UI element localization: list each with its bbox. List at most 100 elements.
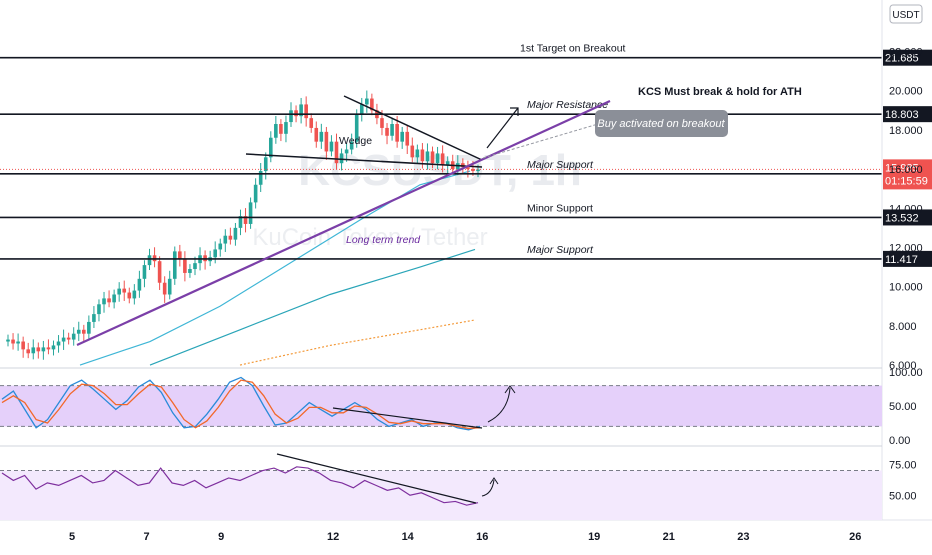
candle-body <box>380 118 384 128</box>
candle-body <box>263 157 268 172</box>
candle-body <box>142 265 147 279</box>
level-price-text: 21.685 <box>885 53 919 65</box>
candle-body <box>117 288 121 295</box>
candle-body <box>405 131 410 146</box>
candle-body <box>274 124 278 138</box>
stoch-arrow-head <box>504 385 516 394</box>
ma-long-line <box>239 319 476 366</box>
candle-body <box>445 161 450 166</box>
candle-body <box>253 184 258 203</box>
candle-body <box>127 292 132 299</box>
candle-body <box>334 141 339 164</box>
stoch-band <box>0 385 882 427</box>
candle-body <box>26 349 31 354</box>
price-tick-label: 16.000 <box>889 164 923 176</box>
candles <box>6 90 480 360</box>
candle-body <box>314 127 319 142</box>
rsi-line <box>1 466 479 506</box>
moving-averages <box>79 170 476 366</box>
candle-body <box>183 259 187 273</box>
candle-body <box>243 216 248 224</box>
ath-note: KCS Must break & hold for ATH <box>638 86 802 98</box>
candle-body <box>284 122 288 134</box>
rsi-arrow-head <box>489 477 499 485</box>
candle-body <box>294 110 298 117</box>
current-price-text: 15.985 <box>885 162 919 174</box>
candle-body <box>258 171 263 185</box>
current-price-tag <box>883 159 932 190</box>
price-tick-label: 12.000 <box>889 242 923 254</box>
ma-slow-line <box>149 248 476 366</box>
candle-body <box>21 341 25 350</box>
level-price-tag <box>883 106 932 123</box>
candle-body <box>147 255 152 266</box>
candle-body <box>461 163 465 168</box>
stoch-k-line <box>1 376 481 431</box>
candle-body <box>410 145 415 158</box>
candle-body <box>385 127 389 136</box>
callout-text: Buy activated on breakout <box>597 118 725 130</box>
drawings: Buy activated on breakout <box>76 95 728 347</box>
candle-body <box>339 153 344 164</box>
time-tick-label: 5 <box>69 531 75 543</box>
candle-body <box>329 141 334 152</box>
candle-body <box>188 269 192 273</box>
candle-body <box>365 98 369 105</box>
level-label: Major Support <box>527 159 594 171</box>
candle-body <box>354 114 359 142</box>
currency-label: USDT <box>892 10 919 21</box>
horizontal-levels: 1st Target on Breakout 21.685 Major Resist… <box>0 43 932 267</box>
stoch-trendline <box>332 407 483 429</box>
rsi-tick-label: 75.00 <box>889 459 917 471</box>
price-tick-label: 6.000 <box>889 360 917 372</box>
candle-body <box>132 290 137 299</box>
candle-body <box>279 124 283 134</box>
rsi-arrow <box>481 479 495 497</box>
candle-body <box>395 124 399 142</box>
wedge-upper-line <box>343 95 483 161</box>
level-price-text: 18.803 <box>885 109 919 121</box>
candle-body <box>97 304 101 315</box>
candle-body <box>56 341 61 346</box>
candle-body <box>268 137 273 158</box>
time-tick-label: 9 <box>218 531 224 543</box>
candle-body <box>213 249 218 258</box>
time-tick-label: 23 <box>737 531 749 543</box>
candle-body <box>476 169 480 172</box>
level-price-tag <box>883 49 932 66</box>
candle-body <box>370 98 374 111</box>
candle-body <box>51 345 56 350</box>
candle-body <box>289 110 293 123</box>
trend-label: Long term trend <box>346 234 421 246</box>
rsi-tick-label: 50.00 <box>889 490 917 502</box>
candle-body <box>107 298 111 303</box>
candle-body <box>430 151 435 164</box>
candle-body <box>309 118 314 128</box>
stoch-tick-label: 100.00 <box>889 367 923 379</box>
time-tick-label: 19 <box>588 531 600 543</box>
price-tick-label: 20.000 <box>889 86 923 98</box>
annotation-labels: KCS Must break & hold for ATH Wedge Long… <box>339 86 802 246</box>
level-price-text: 11.417 <box>885 254 918 266</box>
time-tick-label: 21 <box>663 531 675 543</box>
candle-body <box>349 141 354 150</box>
candle-body <box>471 169 475 172</box>
stoch-tick-label: 50.00 <box>889 401 917 413</box>
candle-body <box>16 341 20 344</box>
candle-body <box>248 202 253 224</box>
candle-body <box>228 235 233 240</box>
candle-body <box>319 131 324 142</box>
stoch-d-line <box>1 379 481 430</box>
candle-body <box>137 278 142 291</box>
stoch-tick-label: 0.00 <box>889 435 910 447</box>
candle-body <box>390 124 394 136</box>
ma-fast-line <box>79 170 471 366</box>
candle-body <box>82 329 86 334</box>
candle-body <box>193 263 197 270</box>
price-tick-label: 18.000 <box>889 125 923 137</box>
currency-box <box>889 4 923 24</box>
time-tick-label: 14 <box>402 531 415 543</box>
level-label: Major Resistance <box>527 99 608 111</box>
